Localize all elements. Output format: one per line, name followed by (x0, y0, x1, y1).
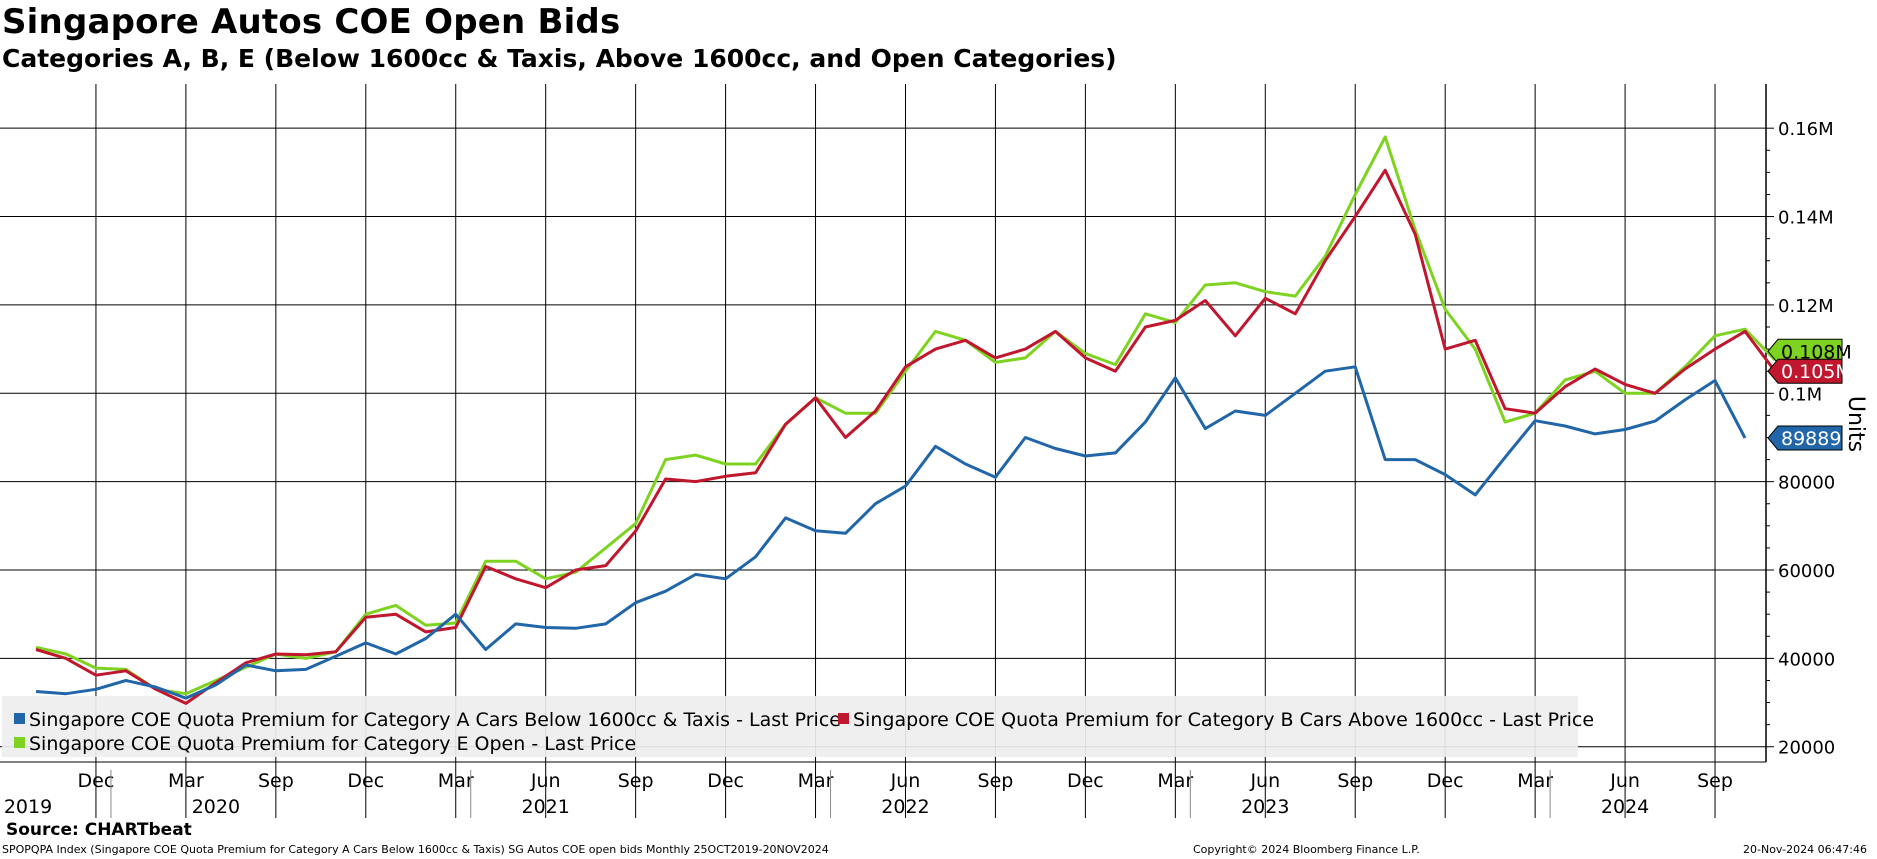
chart-subtitle: Categories A, B, E (Below 1600cc & Taxis… (2, 44, 1117, 73)
cat-a-last-tag (1767, 425, 1843, 451)
y-tick-label: 20000 (1778, 738, 1835, 759)
y-axis-label: Units (1843, 396, 1868, 452)
x-month-label: Sep (1337, 770, 1373, 792)
legend-background (2, 696, 1578, 757)
series-lines (35, 135, 1777, 705)
legend-label-cat-b: Singapore COE Quota Premium for Category… (853, 709, 1594, 731)
x-year-label: 2020 (192, 796, 240, 818)
chart-title: Singapore Autos COE Open Bids (2, 2, 621, 42)
gridlines (0, 84, 1766, 818)
legend-swatch-cat-e (14, 737, 25, 748)
y-tick-label: 40000 (1778, 649, 1835, 670)
x-month-label: Sep (618, 770, 654, 792)
x-month-label: Mar (798, 770, 834, 792)
x-month-label: Sep (258, 770, 294, 792)
cat-a-last-value: 89889 (1781, 428, 1841, 450)
legend-label-cat-e: Singapore COE Quota Premium for Category… (29, 733, 636, 755)
x-year-label: 2023 (1241, 796, 1289, 818)
x-month-label: Sep (1697, 770, 1733, 792)
footer-index-description: SPOPQPA Index (Singapore COE Quota Premi… (2, 843, 829, 856)
x-month-label: Jun (1249, 770, 1280, 792)
x-axis: Dec Mar Sep Dec Mar Jun Sep Dec Mar Jun Sep Dec Mar J… (4, 770, 1733, 818)
x-year-label: 2022 (881, 796, 929, 818)
series-line-cat-b (35, 168, 1777, 705)
legend-label-cat-a: Singapore COE Quota Premium for Category… (29, 709, 841, 731)
x-month-label: Jun (890, 770, 921, 792)
x-month-label: Mar (438, 770, 474, 792)
y-tick-label: 0.12M (1778, 296, 1834, 317)
x-month-label: Dec (347, 770, 384, 792)
footer-timestamp: 20-Nov-2024 06:47:46 (1743, 843, 1868, 856)
y-tick-label: 0.16M (1778, 119, 1834, 140)
cat-b-last-tag (1767, 358, 1843, 384)
y-axis: 20000 40000 60000 80000 0.1M 0.12M 0.14M 0.16M (0, 84, 1835, 763)
x-year-label: 2024 (1601, 796, 1649, 818)
y-tick-label: 0.1M (1778, 384, 1822, 405)
x-month-label: Jun (1609, 770, 1640, 792)
cat-b-last-value: 0.105M (1781, 361, 1852, 383)
footer-copyright: Copyright© 2024 Bloomberg Finance L.P. (1193, 843, 1420, 856)
x-month-label: Mar (1157, 770, 1193, 792)
x-month-label: Dec (707, 770, 744, 792)
x-month-label: Jun (530, 770, 561, 792)
x-year-label: 2021 (522, 796, 570, 818)
x-month-label: Dec (78, 770, 115, 792)
x-month-label: Dec (1427, 770, 1464, 792)
legend: Singapore COE Quota Premium for Category… (2, 696, 1594, 757)
x-month-label: Dec (1067, 770, 1104, 792)
legend-swatch-cat-b (838, 713, 849, 724)
x-month-label: Mar (168, 770, 204, 792)
x-month-label: Sep (978, 770, 1014, 792)
x-month-label: Mar (1517, 770, 1553, 792)
cat-e-last-value: 0.108M (1781, 341, 1852, 363)
series-line-cat-a (35, 365, 1747, 700)
y-tick-label: 0.14M (1778, 208, 1834, 229)
y-tick-label: 80000 (1778, 473, 1835, 494)
plot-area (0, 84, 1768, 760)
x-year-label: 2019 (4, 796, 52, 818)
legend-swatch-cat-a (14, 713, 25, 724)
y-tick-label: 60000 (1778, 561, 1835, 582)
source-note: Source: CHARTbeat (6, 820, 192, 840)
